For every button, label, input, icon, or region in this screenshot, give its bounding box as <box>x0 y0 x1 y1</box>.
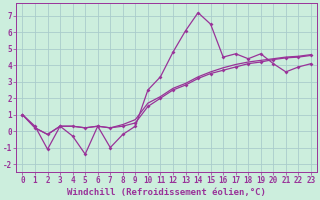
X-axis label: Windchill (Refroidissement éolien,°C): Windchill (Refroidissement éolien,°C) <box>67 188 266 197</box>
